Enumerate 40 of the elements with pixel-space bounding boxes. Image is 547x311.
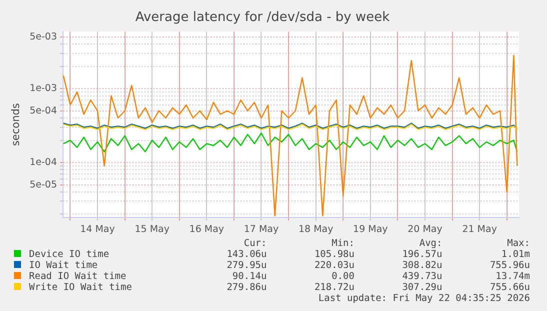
x-tick-label: 16 May xyxy=(189,224,224,235)
text: 218.72u xyxy=(313,282,356,293)
x-tick-label: 14 May xyxy=(80,224,116,235)
legend-label: Device IO time xyxy=(28,249,110,260)
text: Avg: xyxy=(418,238,444,249)
text: 279.95u xyxy=(226,260,268,271)
y-tick-label: 1e-04 xyxy=(30,157,58,168)
x-tick-label: 20 May xyxy=(408,224,443,235)
text: 220.03u xyxy=(313,260,356,271)
y-tick-label: 5e-03 xyxy=(30,31,58,42)
x-tick-label: 17 May xyxy=(244,224,279,235)
text: 13.74m xyxy=(494,271,531,282)
text: 307.29u xyxy=(401,282,444,293)
x-tick-label: 18 May xyxy=(298,224,334,235)
y-tick-label: 5e-05 xyxy=(30,179,58,190)
legend-label: Write IO Wait time xyxy=(28,282,133,293)
text: 439.73u xyxy=(401,271,444,282)
text: 755.96u xyxy=(488,260,531,271)
x-tick-label: 21 May xyxy=(462,224,498,235)
y-tick-label: 5e-04 xyxy=(30,105,58,116)
text: 279.86u xyxy=(226,282,268,293)
text: 90.14u xyxy=(231,271,268,282)
text: Min: xyxy=(330,238,356,249)
chart-title: Average latency for /dev/sda - by week xyxy=(135,10,390,26)
text: 196.57u xyxy=(401,249,444,260)
text: 105.98u xyxy=(313,249,356,260)
text: 755.66u xyxy=(488,282,531,293)
x-tick-label: 15 May xyxy=(134,224,170,235)
text: 1.01m xyxy=(500,249,531,260)
text: Cur: xyxy=(242,238,268,249)
text: 143.06u xyxy=(226,249,268,260)
x-tick-label: 19 May xyxy=(353,224,388,235)
legend-label: Read IO Wait time xyxy=(28,271,128,282)
text: 0.00 xyxy=(330,271,356,282)
y-axis-title: seconds xyxy=(10,103,22,146)
text: Max: xyxy=(506,238,531,249)
text: 308.82u xyxy=(401,260,444,271)
y-tick-label: 1e-03 xyxy=(30,83,58,94)
legend-label: IO Wait time xyxy=(28,260,99,271)
text: Last update: Fri May 22 04:35:25 2026 xyxy=(317,293,531,304)
